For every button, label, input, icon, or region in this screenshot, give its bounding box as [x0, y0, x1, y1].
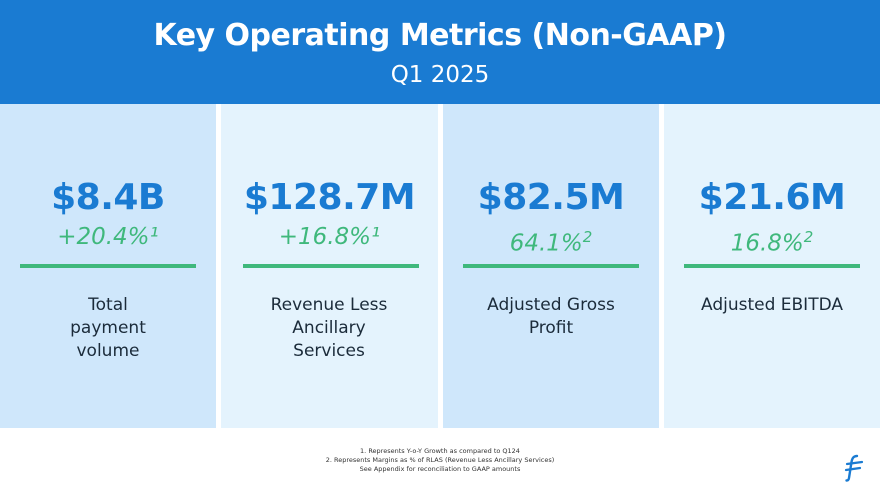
metric-label: Total payment volume [70, 295, 146, 361]
metric-change-number: +16.8% [278, 224, 372, 250]
flywire-logo-icon [844, 454, 864, 482]
header-banner: Key Operating Metrics (Non-GAAP) Q1 2025 [0, 0, 880, 104]
footnote-1: 1. Represents Y-o-Y Growth as compared t… [360, 447, 520, 455]
footnote-mark: 2 [803, 228, 814, 246]
footnote-2: 2. Represents Margins as % of RLAS (Reve… [325, 456, 555, 464]
metric-change: +16.8%¹ [221, 222, 438, 252]
metric-value: $8.4B [51, 177, 165, 218]
metric-label: Adjusted Gross Profit [487, 295, 615, 338]
metric-divider [243, 264, 419, 268]
metric-card-adjusted-ebitda: $21.6M 16.8%2 Adjusted EBITDA [664, 104, 880, 428]
footnote-mark: 2 [582, 228, 593, 246]
metrics-panels: $8.4B +20.4%¹ Total payment volume $128.… [0, 104, 880, 428]
metric-divider [20, 264, 196, 268]
metric-card-total-payment-volume: $8.4B +20.4%¹ Total payment volume [0, 104, 216, 428]
page-title: Key Operating Metrics (Non-GAAP) [153, 18, 727, 53]
metric-change-number: 16.8% [730, 230, 804, 257]
metric-change: +20.4%¹ [0, 222, 216, 252]
metric-label: Revenue Less Ancillary Services [270, 295, 388, 361]
page-subtitle: Q1 2025 [390, 62, 490, 88]
metric-card-revenue-less-ancillary: $128.7M +16.8%¹ Revenue Less Ancillary S… [221, 104, 438, 428]
footnote-mark: ¹ [371, 224, 381, 250]
metric-value: $21.6M [698, 177, 846, 218]
footnote-mark: ¹ [149, 224, 159, 250]
footnotes: 1. Represents Y-o-Y Growth as compared t… [240, 447, 640, 474]
metric-divider [684, 264, 860, 268]
metric-value: $128.7M [243, 177, 416, 218]
metric-value: $82.5M [477, 177, 625, 218]
footnote-3: See Appendix for reconciliation to GAAP … [359, 465, 521, 473]
metric-change-number: +20.4% [57, 224, 150, 250]
metric-change: 64.1%2 [443, 222, 659, 259]
metric-change: 16.8%2 [664, 222, 880, 259]
metric-card-adjusted-gross-profit: $82.5M 64.1%2 Adjusted Gross Profit [443, 104, 659, 428]
metric-divider [463, 264, 639, 268]
metric-change-number: 64.1% [509, 230, 583, 257]
metric-label: Adjusted EBITDA [700, 295, 844, 315]
